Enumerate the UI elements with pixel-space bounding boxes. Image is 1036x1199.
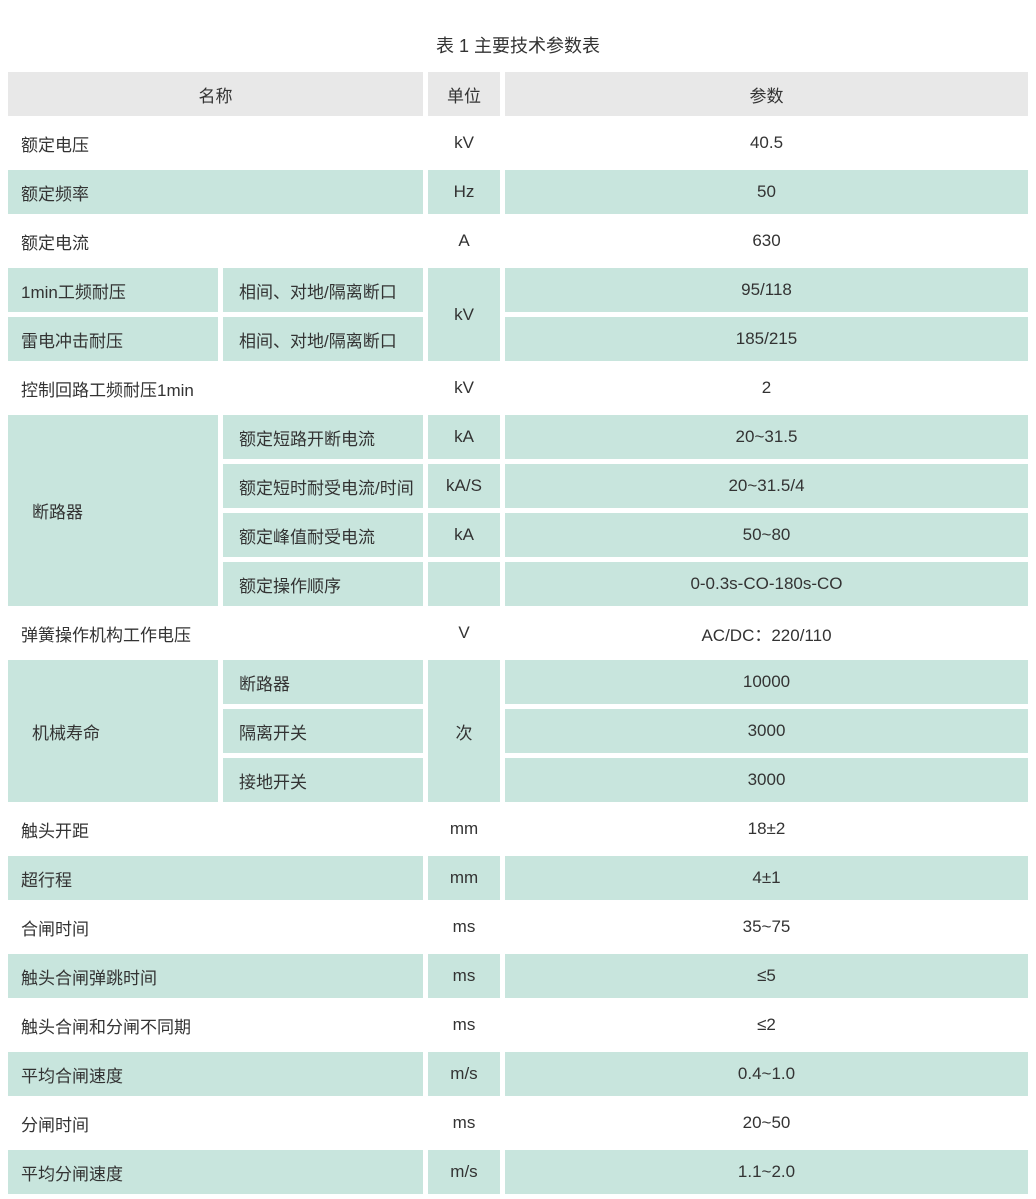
cell-name: 雷电冲击耐压 [8,317,218,361]
cell-unit: m/s [428,1052,500,1096]
cell-name: 弹簧操作机构工作电压 [8,611,423,655]
cell-value: 40.5 [505,121,1028,165]
cell-group-name: 机械寿命 [8,660,218,802]
cell-sub: 接地开关 [223,758,423,802]
cell-sub: 额定短路开断电流 [223,415,423,459]
cell-group-name: 断路器 [8,415,218,606]
cell-unit: Hz [428,170,500,214]
cell-name: 合闸时间 [8,905,423,949]
cell-unit: ms [428,1101,500,1145]
table-row: 触头合闸和分闸不同期 ms ≤2 [8,1003,1028,1047]
table-row: 分闸时间 ms 20~50 [8,1101,1028,1145]
cell-unit: kV [428,268,500,361]
cell-unit: kA [428,513,500,557]
cell-unit: V [428,611,500,655]
cell-name: 额定频率 [8,170,423,214]
cell-value: 4±1 [505,856,1028,900]
table-row: 额定电压 kV 40.5 [8,121,1028,165]
cell-value: 2 [505,366,1028,410]
page-title: 表 1 主要技术参数表 [435,36,600,56]
table-row: 接地开关 3000 [8,758,1028,802]
cell-unit: ms [428,1003,500,1047]
parameters-table: 名称 单位 参数 额定电压 kV 40.5 额定频率 Hz 50 额定电流 A … [3,67,1033,1199]
cell-name: 控制回路工频耐压1min [8,366,423,410]
cell-value: 95/118 [505,268,1028,312]
cell-value: 185/215 [505,317,1028,361]
cell-unit: kV [428,366,500,410]
cell-unit: mm [428,807,500,851]
cell-value: AC/DC：220/110 [505,611,1028,655]
table-row: 额定频率 Hz 50 [8,170,1028,214]
table-row: 额定峰值耐受电流 kA 50~80 [8,513,1028,557]
table-row: 弹簧操作机构工作电压 V AC/DC：220/110 [8,611,1028,655]
table-row: 额定短时耐受电流/时间 kA/S 20~31.5/4 [8,464,1028,508]
column-header-unit: 单位 [428,72,500,116]
table-row: 雷电冲击耐压 相间、对地/隔离断口 185/215 [8,317,1028,361]
cell-name: 分闸时间 [8,1101,423,1145]
cell-value: 1.1~2.0 [505,1150,1028,1194]
cell-value: 3000 [505,758,1028,802]
table-row: 合闸时间 ms 35~75 [8,905,1028,949]
cell-value: 50~80 [505,513,1028,557]
table-header-row: 名称 单位 参数 [8,72,1028,116]
cell-value: 18±2 [505,807,1028,851]
cell-name: 1min工频耐压 [8,268,218,312]
cell-value: 20~31.5/4 [505,464,1028,508]
cell-value: 0-0.3s-CO-180s-CO [505,562,1028,606]
table-row: 平均分闸速度 m/s 1.1~2.0 [8,1150,1028,1194]
cell-unit: ms [428,905,500,949]
cell-unit: ms [428,954,500,998]
cell-name: 触头合闸弹跳时间 [8,954,423,998]
cell-name: 额定电流 [8,219,423,263]
cell-sub: 额定峰值耐受电流 [223,513,423,557]
cell-sub: 相间、对地/隔离断口 [223,317,423,361]
cell-name: 触头合闸和分闸不同期 [8,1003,423,1047]
table-row: 额定电流 A 630 [8,219,1028,263]
cell-name: 平均分闸速度 [8,1150,423,1194]
cell-unit: 次 [428,660,500,802]
table-row: 超行程 mm 4±1 [8,856,1028,900]
table-row: 额定操作顺序 0-0.3s-CO-180s-CO [8,562,1028,606]
cell-unit: kA [428,415,500,459]
table-row: 1min工频耐压 相间、对地/隔离断口 kV 95/118 [8,268,1028,361]
table-row: 平均合闸速度 m/s 0.4~1.0 [8,1052,1028,1096]
cell-value: 20~50 [505,1101,1028,1145]
cell-value: 20~31.5 [505,415,1028,459]
cell-sub: 额定短时耐受电流/时间 [223,464,423,508]
cell-name: 触头开距 [8,807,423,851]
cell-sub: 相间、对地/隔离断口 [223,268,423,312]
cell-value: 3000 [505,709,1028,753]
table-row: 触头合闸弹跳时间 ms ≤5 [8,954,1028,998]
cell-value: 0.4~1.0 [505,1052,1028,1096]
cell-unit: kA/S [428,464,500,508]
table-row: 控制回路工频耐压1min kV 2 [8,366,1028,410]
cell-unit: mm [428,856,500,900]
cell-value: 50 [505,170,1028,214]
table-row: 断路器 额定短路开断电流 kA 20~31.5 [8,415,1028,606]
cell-value: 10000 [505,660,1028,704]
cell-sub: 隔离开关 [223,709,423,753]
cell-name: 超行程 [8,856,423,900]
cell-value: 35~75 [505,905,1028,949]
column-header-name: 名称 [8,72,423,116]
cell-sub: 断路器 [223,660,423,704]
cell-value: ≤5 [505,954,1028,998]
cell-unit [428,562,500,606]
cell-unit: A [428,219,500,263]
column-header-param: 参数 [505,72,1028,116]
cell-value: 630 [505,219,1028,263]
cell-name: 平均合闸速度 [8,1052,423,1096]
cell-sub: 额定操作顺序 [223,562,423,606]
cell-unit: m/s [428,1150,500,1194]
table-row: 机械寿命 断路器 次 10000 [8,660,1028,802]
cell-name: 额定电压 [8,121,423,165]
cell-unit: kV [428,121,500,165]
cell-value: ≤2 [505,1003,1028,1047]
table-row: 隔离开关 3000 [8,709,1028,753]
table-row: 触头开距 mm 18±2 [8,807,1028,851]
